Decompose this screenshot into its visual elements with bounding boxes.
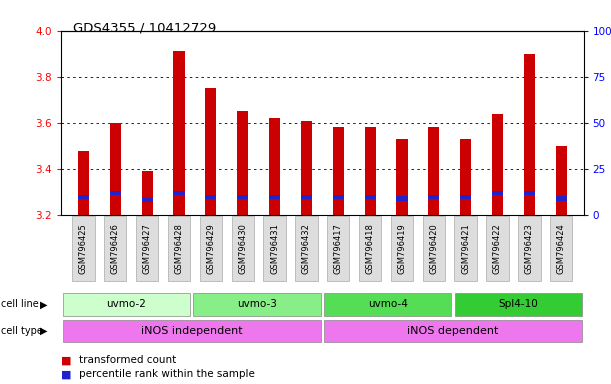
Text: GSM796431: GSM796431 xyxy=(270,223,279,274)
Bar xyxy=(301,121,312,215)
Bar xyxy=(237,111,248,215)
Bar xyxy=(110,191,121,195)
Text: ▶: ▶ xyxy=(40,299,48,310)
Text: cell type: cell type xyxy=(1,326,43,336)
Text: GSM796425: GSM796425 xyxy=(79,223,88,274)
Text: GSM796419: GSM796419 xyxy=(397,223,406,274)
Text: GSM796428: GSM796428 xyxy=(175,223,183,274)
Bar xyxy=(78,151,89,215)
FancyBboxPatch shape xyxy=(232,217,254,281)
Bar xyxy=(205,88,216,215)
Text: ■: ■ xyxy=(61,369,71,379)
Bar xyxy=(269,118,280,215)
Text: GSM796432: GSM796432 xyxy=(302,223,311,274)
FancyBboxPatch shape xyxy=(104,217,126,281)
Bar xyxy=(174,191,185,195)
FancyBboxPatch shape xyxy=(550,217,573,281)
Text: GSM796430: GSM796430 xyxy=(238,223,247,274)
FancyBboxPatch shape xyxy=(455,217,477,281)
Bar xyxy=(110,123,121,215)
Text: GSM796417: GSM796417 xyxy=(334,223,343,274)
Text: GSM796429: GSM796429 xyxy=(207,223,215,274)
Text: GSM796424: GSM796424 xyxy=(557,223,566,274)
FancyBboxPatch shape xyxy=(486,217,508,281)
Bar xyxy=(428,127,439,215)
Bar xyxy=(237,195,248,199)
Bar xyxy=(332,127,344,215)
Bar xyxy=(365,195,376,199)
FancyBboxPatch shape xyxy=(72,217,95,281)
FancyBboxPatch shape xyxy=(359,217,381,281)
Bar xyxy=(174,51,185,215)
Text: transformed count: transformed count xyxy=(79,355,177,365)
Bar xyxy=(492,114,503,215)
FancyBboxPatch shape xyxy=(327,217,349,281)
Bar xyxy=(365,127,376,215)
FancyBboxPatch shape xyxy=(263,217,286,281)
Text: uvmo-3: uvmo-3 xyxy=(237,299,277,310)
Bar xyxy=(269,195,280,199)
Bar xyxy=(142,198,153,202)
Text: ■: ■ xyxy=(61,355,71,365)
Bar xyxy=(428,195,439,199)
Text: GSM796418: GSM796418 xyxy=(365,223,375,274)
Bar xyxy=(142,171,153,215)
Bar xyxy=(524,54,535,215)
FancyBboxPatch shape xyxy=(295,217,318,281)
FancyBboxPatch shape xyxy=(136,217,158,281)
Bar xyxy=(397,196,408,200)
FancyBboxPatch shape xyxy=(324,293,452,316)
Bar xyxy=(524,191,535,195)
Bar xyxy=(332,195,344,199)
Text: GSM796423: GSM796423 xyxy=(525,223,534,274)
Bar xyxy=(492,191,503,195)
Text: GSM796421: GSM796421 xyxy=(461,223,470,274)
FancyBboxPatch shape xyxy=(168,217,190,281)
Bar xyxy=(397,139,408,215)
Text: iNOS independent: iNOS independent xyxy=(141,326,243,336)
Text: cell line: cell line xyxy=(1,299,39,310)
Bar xyxy=(460,195,471,199)
FancyBboxPatch shape xyxy=(455,293,582,316)
FancyBboxPatch shape xyxy=(63,320,321,343)
Bar xyxy=(555,146,567,215)
Bar xyxy=(78,195,89,199)
Text: GSM796422: GSM796422 xyxy=(493,223,502,274)
FancyBboxPatch shape xyxy=(423,217,445,281)
Text: percentile rank within the sample: percentile rank within the sample xyxy=(79,369,255,379)
FancyBboxPatch shape xyxy=(391,217,413,281)
Bar xyxy=(460,139,471,215)
Bar xyxy=(555,196,567,200)
Text: Spl4-10: Spl4-10 xyxy=(499,299,538,310)
Text: GDS4355 / 10412729: GDS4355 / 10412729 xyxy=(73,21,216,34)
Text: GSM796427: GSM796427 xyxy=(142,223,152,274)
Text: iNOS dependent: iNOS dependent xyxy=(407,326,499,336)
FancyBboxPatch shape xyxy=(324,320,582,343)
Bar xyxy=(205,195,216,199)
Text: GSM796420: GSM796420 xyxy=(430,223,438,274)
FancyBboxPatch shape xyxy=(193,293,321,316)
Bar xyxy=(301,195,312,199)
FancyBboxPatch shape xyxy=(63,293,190,316)
FancyBboxPatch shape xyxy=(200,217,222,281)
Text: uvmo-4: uvmo-4 xyxy=(368,299,408,310)
Text: uvmo-2: uvmo-2 xyxy=(106,299,147,310)
FancyBboxPatch shape xyxy=(518,217,541,281)
Text: GSM796426: GSM796426 xyxy=(111,223,120,274)
Text: ▶: ▶ xyxy=(40,326,48,336)
